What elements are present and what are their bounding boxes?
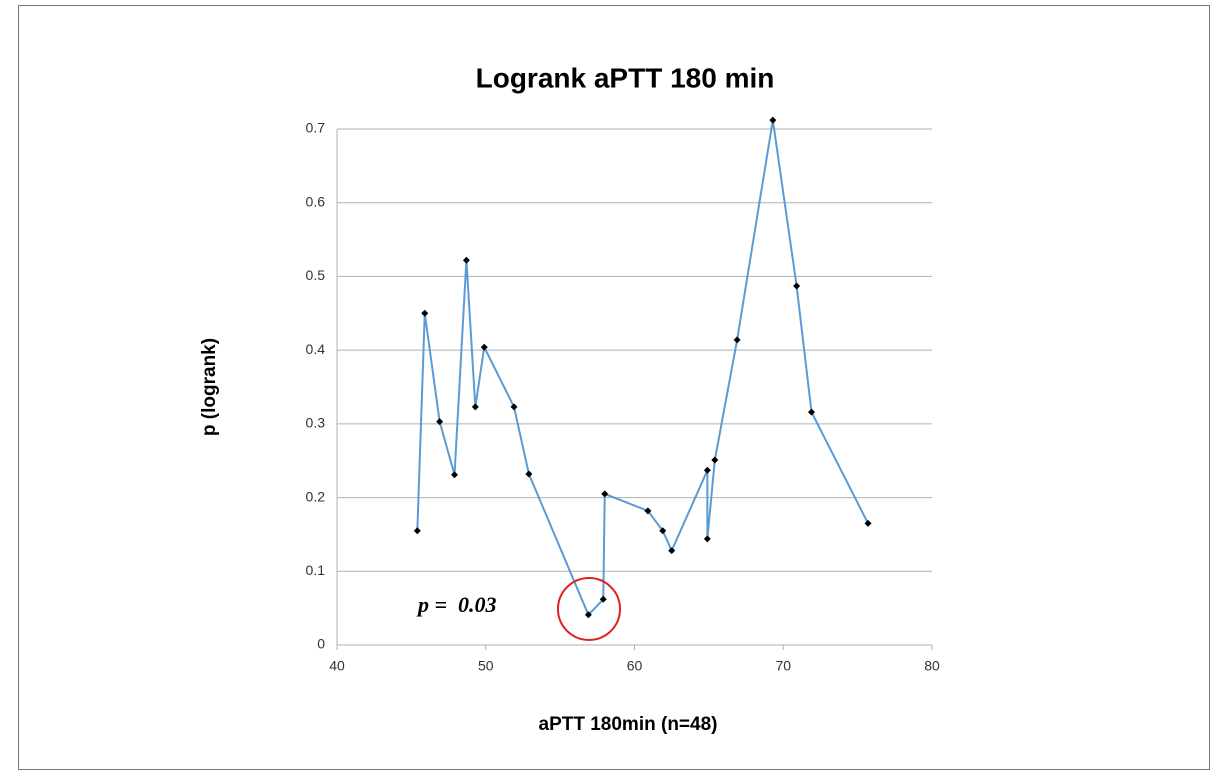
x-tick-label: 40	[329, 658, 345, 674]
data-point	[644, 507, 652, 515]
x-tick-label: 80	[924, 658, 940, 674]
data-point	[659, 527, 667, 535]
data-point	[808, 408, 816, 416]
data-point	[471, 403, 479, 411]
data-point	[769, 116, 777, 124]
data-point	[413, 527, 421, 535]
data-point	[668, 547, 676, 555]
highlight-circle	[557, 577, 621, 641]
y-axis-label: p (logrank)	[199, 338, 220, 436]
x-tick-label: 50	[478, 658, 494, 674]
data-point	[462, 256, 470, 264]
data-point	[510, 403, 518, 411]
y-tick-label: 0.3	[306, 415, 326, 431]
y-tick-label: 0.2	[306, 488, 326, 504]
data-point	[436, 418, 444, 426]
x-axis-label: aPTT 180min (n=48)	[539, 714, 718, 735]
y-tick-label: 0.7	[306, 120, 326, 136]
y-tick-label: 0.4	[306, 341, 326, 357]
x-tick-label: 60	[627, 658, 643, 674]
data-point	[525, 470, 533, 478]
data-point	[793, 282, 801, 290]
data-point	[601, 490, 609, 498]
data-point	[733, 336, 741, 344]
data-point	[711, 456, 719, 464]
data-point	[703, 535, 711, 543]
y-tick-label: 0.5	[306, 267, 326, 283]
data-point	[480, 343, 488, 351]
data-point	[584, 611, 592, 619]
data-point	[599, 595, 607, 603]
y-tick-label: 0.1	[306, 562, 326, 578]
y-tick-label: 0.6	[306, 193, 326, 209]
data-point	[864, 519, 872, 527]
data-point	[421, 309, 429, 317]
chart-border	[18, 5, 1210, 770]
y-tick-label: 0	[317, 636, 325, 652]
data-point	[451, 471, 459, 479]
x-tick-label: 70	[775, 658, 791, 674]
data-point	[703, 466, 711, 474]
annotation: p = 0.03	[416, 592, 497, 617]
chart-title: Logrank aPTT 180 min	[476, 62, 775, 93]
